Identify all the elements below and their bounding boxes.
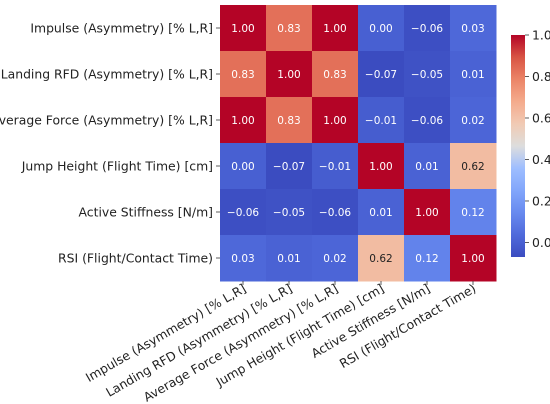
- cell-value-label: 0.03: [461, 23, 484, 35]
- heatmap-cell: [312, 143, 359, 190]
- cell-value-label: −0.06: [319, 207, 351, 219]
- cell-value-label: 1.00: [415, 207, 438, 219]
- heatmap-cell: [266, 97, 313, 144]
- colorbar-tick-label: 0.6: [532, 110, 550, 125]
- row-label: Impulse (Asymmetry) [% L,R]: [30, 21, 213, 36]
- cell-value-label: 1.00: [231, 23, 254, 35]
- row-label: Active Stiffness [N/m]: [79, 205, 213, 220]
- colorbar-tick-label: 0.0: [532, 235, 550, 250]
- colorbar-tick-label: 0.4: [532, 152, 550, 167]
- colorbar-gradient: [511, 35, 525, 257]
- cell-value-label: 0.01: [277, 253, 300, 265]
- heatmap-cell: [450, 143, 497, 190]
- cell-value-label: −0.06: [411, 23, 443, 35]
- column-labels: Impulse (Asymmetry) [% L,R]Landing RFD (…: [83, 281, 479, 404]
- row-label: Average Force (Asymmetry) [% L,R]: [0, 113, 213, 128]
- cell-value-label: 0.00: [231, 161, 254, 173]
- colorbar-tick-label: 0.2: [532, 193, 550, 208]
- cell-value-label: −0.07: [365, 69, 397, 81]
- heatmap-cell: [450, 5, 497, 52]
- cell-value-label: −0.05: [273, 207, 305, 219]
- heatmap-cell: [312, 5, 359, 52]
- heatmap-cells: [220, 5, 497, 282]
- heatmap-cell: [404, 5, 451, 52]
- cell-value-label: 1.00: [369, 161, 392, 173]
- heatmap-cell: [312, 97, 359, 144]
- heatmap-cell: [266, 51, 313, 98]
- cell-value-label: 1.00: [461, 253, 484, 265]
- cell-value-label: 0.02: [323, 253, 346, 265]
- cell-value-label: 0.62: [369, 253, 392, 265]
- row-labels: Impulse (Asymmetry) [% L,R] Landing RFD (…: [0, 21, 220, 266]
- cell-value-label: 0.03: [231, 253, 254, 265]
- cell-value-label: 0.83: [231, 69, 254, 81]
- cell-value-label: −0.06: [411, 115, 443, 127]
- cell-value-label: 0.02: [461, 115, 484, 127]
- cell-value-label: 1.00: [231, 115, 254, 127]
- heatmap-cell: [450, 97, 497, 144]
- heatmap-cell: [312, 189, 359, 236]
- cell-value-label: −0.05: [411, 69, 443, 81]
- column-label: Landing RFD (Asymmetry) [% L,R]: [103, 281, 294, 400]
- heatmap-cell: [404, 51, 451, 98]
- cell-value-label: −0.01: [319, 161, 351, 173]
- colorbar-tick-label: 1.0: [532, 28, 550, 43]
- heatmap-cell: [220, 189, 267, 236]
- row-label: Landing RFD (Asymmetry) [% L,R]: [1, 67, 213, 82]
- heatmap-cell: [266, 189, 313, 236]
- colorbar: 0.0 0.2 0.4 0.6 0.8 1.0: [511, 28, 550, 257]
- cell-value-label: 0.00: [369, 23, 392, 35]
- heatmap-cell: [404, 235, 451, 282]
- heatmap-cell-labels: 1.00 0.83 1.00 0.00 −0.06 0.03 0.83 1.00 0.83 −0.…: [227, 23, 485, 265]
- heatmap-cell: [312, 235, 359, 282]
- cell-value-label: 0.01: [369, 207, 392, 219]
- heatmap-cell: [450, 51, 497, 98]
- heatmap-cell: [220, 97, 267, 144]
- cell-value-label: 0.01: [415, 161, 438, 173]
- cell-value-label: 0.01: [461, 69, 484, 81]
- cell-value-label: −0.01: [365, 115, 397, 127]
- heatmap-cell: [358, 97, 405, 144]
- heatmap-cell: [450, 189, 497, 236]
- cell-value-label: 0.83: [277, 115, 300, 127]
- heatmap-cell: [312, 51, 359, 98]
- cell-value-label: 0.12: [415, 253, 438, 265]
- row-label: Jump Height (Flight Time) [cm]: [21, 159, 213, 174]
- cell-value-label: 0.62: [461, 161, 484, 173]
- heatmap-cell: [358, 235, 405, 282]
- heatmap-cell: [358, 189, 405, 236]
- heatmap-cell: [450, 235, 497, 282]
- heatmap-cell: [266, 5, 313, 52]
- heatmap-cell: [358, 51, 405, 98]
- heatmap-cell: [404, 97, 451, 144]
- heatmap-cell: [220, 143, 267, 190]
- cell-value-label: 1.00: [277, 69, 300, 81]
- column-label: Average Force (Asymmetry) [% L,R]: [141, 281, 341, 404]
- cell-value-label: 1.00: [323, 115, 346, 127]
- heatmap-cell: [220, 51, 267, 98]
- colorbar-tick-label: 0.8: [532, 69, 550, 84]
- cell-value-label: 0.83: [277, 23, 300, 35]
- cell-value-label: −0.06: [227, 207, 259, 219]
- heatmap-cell: [404, 143, 451, 190]
- cell-value-label: 1.00: [323, 23, 346, 35]
- heatmap-cell: [404, 189, 451, 236]
- cell-value-label: 0.12: [461, 207, 484, 219]
- cell-value-label: −0.07: [273, 161, 305, 173]
- heatmap-cell: [358, 5, 405, 52]
- row-label: RSI (Flight/Contact Time): [58, 251, 213, 266]
- heatmap-cell: [266, 143, 313, 190]
- heatmap-cell: [358, 143, 405, 190]
- heatmap-cell: [266, 235, 313, 282]
- cell-value-label: 0.83: [323, 69, 346, 81]
- heatmap-cell: [220, 5, 267, 52]
- heatmap-cell: [220, 235, 267, 282]
